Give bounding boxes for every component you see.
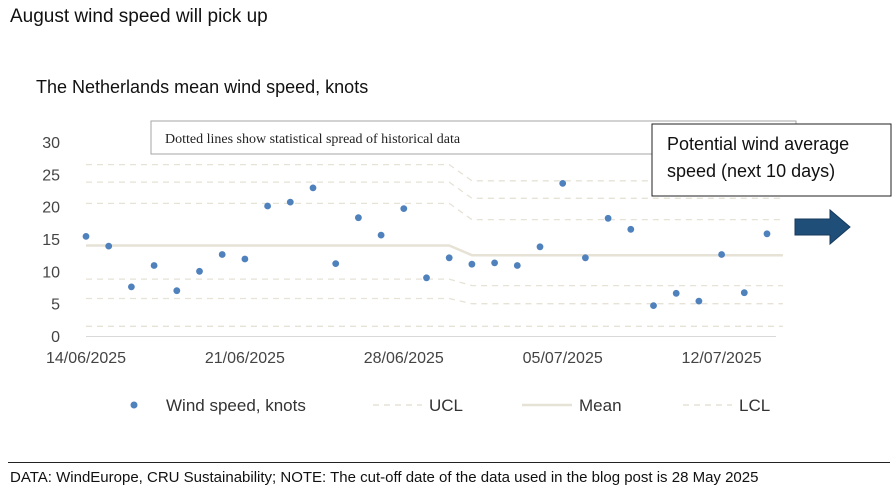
legend-label-ucl: UCL: [429, 396, 463, 415]
data-point: [150, 262, 158, 269]
data-point: [740, 289, 748, 297]
data-point: [355, 214, 362, 222]
data-point: [332, 260, 340, 267]
data-point: [82, 233, 90, 240]
annotation-text: Dotted lines show statistical spread of …: [165, 132, 461, 147]
mean-line-0: [86, 244, 783, 257]
x-tick-label-3: 05/07/2025: [523, 350, 603, 367]
legend-label-lcl: LCL: [739, 396, 770, 415]
y-tick-label-3: 15: [42, 232, 60, 249]
data-point: [559, 180, 567, 187]
lower-line-0: [86, 278, 783, 287]
data-point: [695, 297, 703, 305]
footer-source-note: DATA: WindEurope, CRU Sustainability; NO…: [10, 469, 759, 486]
data-point: [264, 202, 271, 210]
data-point: [536, 243, 544, 251]
data-point: [445, 254, 453, 262]
data-point: [173, 287, 181, 295]
data-point: [241, 255, 249, 263]
lower-line-1: [86, 297, 783, 305]
callout-line-2: speed (next 10 days): [667, 161, 835, 181]
x-tick-label-0: 14/06/2025: [46, 350, 126, 367]
callout-box: Potential wind average speed (next 10 da…: [651, 123, 892, 197]
legend-label-mean: Mean: [579, 396, 622, 415]
y-tick-label-0: 0: [51, 329, 60, 346]
x-tick-label-4: 12/07/2025: [682, 350, 762, 367]
upper-line-2: [86, 202, 783, 221]
data-point: [604, 214, 612, 222]
x-tick-label-2: 28/06/2025: [364, 350, 444, 367]
legend-label-wind-speed: Wind speed, knots: [166, 396, 306, 415]
chart-title: The Netherlands mean wind speed, knots: [36, 77, 369, 97]
data-point: [423, 274, 430, 282]
data-point: [400, 205, 408, 213]
forecast-arrow-icon: [794, 208, 851, 246]
data-point: [627, 225, 635, 233]
data-point: [105, 242, 113, 250]
data-point: [196, 267, 203, 275]
upper-line-1: [86, 181, 783, 199]
data-point: [763, 230, 771, 238]
data-point: [309, 184, 317, 192]
y-tick-label-1: 5: [51, 297, 60, 314]
data-point: [218, 251, 226, 258]
y-axis: 0 5 10 15 20 25 30: [42, 135, 60, 346]
data-point: [491, 259, 498, 267]
wind-speed-points: [82, 180, 771, 309]
y-tick-label-6: 30: [42, 135, 60, 152]
data-point: [468, 260, 476, 268]
y-tick-label-5: 25: [42, 167, 60, 184]
data-point: [286, 198, 294, 206]
y-tick-label-4: 20: [42, 200, 60, 217]
callout-line-1: Potential wind average: [667, 134, 849, 154]
data-point: [718, 251, 725, 258]
page-title: August wind speed will pick up: [10, 6, 268, 27]
legend: Wind speed, knots UCL Mean LCL: [130, 396, 770, 415]
footer-divider: [8, 462, 890, 463]
data-point: [672, 289, 680, 297]
x-tick-label-1: 21/06/2025: [205, 350, 285, 367]
y-tick-label-2: 10: [42, 264, 60, 281]
x-axis: 14/06/2025 21/06/2025 28/06/2025 05/07/2025…: [46, 336, 776, 367]
upper-line-0: [86, 163, 783, 182]
data-point: [582, 254, 589, 262]
data-point: [513, 262, 521, 269]
data-point: [650, 302, 657, 309]
mean-line: [86, 244, 783, 257]
legend-marker-points: [130, 401, 138, 409]
data-point: [377, 231, 385, 239]
data-point: [127, 283, 135, 291]
